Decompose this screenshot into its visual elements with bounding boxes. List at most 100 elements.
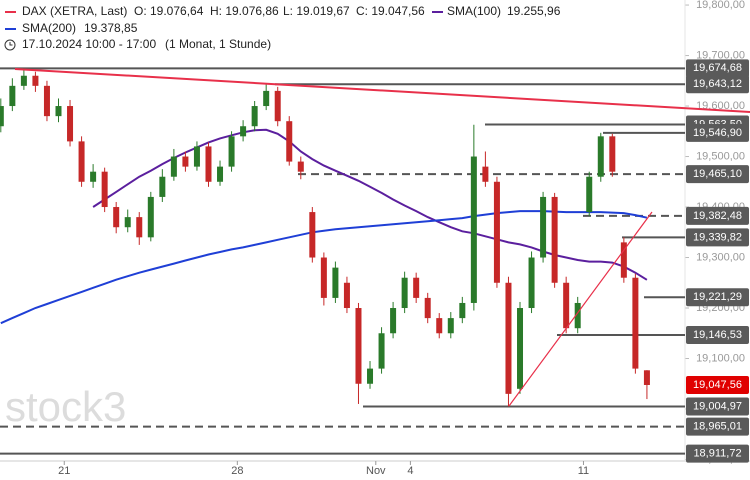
candle-body <box>355 308 362 384</box>
candle-body <box>378 333 385 369</box>
level-label-box <box>686 75 749 94</box>
candle-body <box>320 257 327 298</box>
candle-body <box>343 282 350 309</box>
candle-body <box>170 156 177 177</box>
candle-body <box>517 308 524 389</box>
level-label: 19,382,48 <box>693 210 742 222</box>
candle-body <box>193 146 200 167</box>
candle-body <box>240 126 247 137</box>
candle-body <box>297 161 304 172</box>
x-tick-label: Nov <box>366 465 386 477</box>
level-label-box <box>686 288 749 307</box>
level-label: 19,546,90 <box>693 127 742 139</box>
candle-body <box>551 196 558 283</box>
clock-icon <box>4 39 16 51</box>
candle-body <box>113 207 120 228</box>
level-label-box <box>686 123 749 142</box>
candle-body <box>597 136 604 177</box>
candle-body <box>470 156 477 303</box>
candle-body <box>586 176 593 213</box>
candle-body <box>274 90 281 122</box>
level-label: 19,004,97 <box>693 400 742 412</box>
level-label-box <box>686 444 749 463</box>
level-label: 18,911,72 <box>693 447 741 459</box>
candle-body <box>632 277 639 369</box>
x-tick-label: 4 <box>407 465 413 477</box>
price-label-box <box>686 375 749 394</box>
candle-body <box>263 90 270 107</box>
x-tick-label: 21 <box>58 465 70 477</box>
header-low: L: 19.019,67 <box>283 4 350 18</box>
candle-body <box>332 267 339 298</box>
candle-body <box>643 370 650 385</box>
candle-body <box>147 196 154 238</box>
candle-body <box>482 166 489 182</box>
y-tick-label: 19,300,00 <box>696 251 745 263</box>
price-label: 19,047,56 <box>693 379 742 391</box>
x-tick-label: 11 <box>578 465 589 477</box>
level-label: 19,339,82 <box>693 231 742 243</box>
header-high: H: 19.076,86 <box>210 4 279 18</box>
candle-body <box>205 146 212 182</box>
candle-body <box>540 196 547 258</box>
header-symbol: DAX (XETRA, Last) <box>22 4 127 18</box>
level-label-box <box>686 165 749 184</box>
x-tick-label: 28 <box>231 465 243 477</box>
header: DAX (XETRA, Last) O: 19.076,64 H: 19.076… <box>4 4 561 51</box>
candle-body <box>620 242 627 278</box>
watermark: stock3 <box>5 383 126 430</box>
candle-body <box>55 106 62 117</box>
candle-body <box>286 121 293 162</box>
candle-body <box>436 318 443 334</box>
y-tick-label: 19,800,00 <box>696 0 745 11</box>
candle-body <box>32 75 39 86</box>
candle-body <box>182 156 189 167</box>
candle-body <box>9 85 16 107</box>
candle-body <box>228 136 235 167</box>
header-interval: (1 Monat, 1 Stunde) <box>165 37 271 51</box>
y-tick-label: 19,700,00 <box>696 49 745 61</box>
candle-body <box>563 282 570 329</box>
candle-body <box>78 141 85 182</box>
candle-body <box>136 217 143 238</box>
candle-body <box>459 302 466 319</box>
candle-body <box>251 106 258 127</box>
level-label-box <box>686 206 749 225</box>
candle-body <box>159 176 166 197</box>
header-close: C: 19.047,56 <box>356 4 425 18</box>
clock-hand <box>9 42 13 46</box>
candle-body <box>447 318 454 334</box>
header-open: O: 19.076,64 <box>134 4 204 18</box>
level-label-box <box>686 326 749 345</box>
y-tick-label: 19,100,00 <box>696 352 745 364</box>
level-label: 19,146,53 <box>693 329 742 341</box>
candle-body <box>43 85 50 117</box>
candle-body <box>101 171 108 208</box>
level-label: 19,674,68 <box>693 62 742 74</box>
candle-body <box>390 308 397 334</box>
candle-body <box>367 368 374 384</box>
trendline <box>508 211 653 407</box>
candle-body <box>124 217 131 228</box>
y-tick-label: 19,500,00 <box>696 150 745 162</box>
header-period: 17.10.2024 10:00 - 17:00 <box>22 37 156 51</box>
level-labels: 19,674,6819,643,1219,563,5019,546,9019,4… <box>686 59 749 463</box>
level-label-box <box>686 417 749 436</box>
legend-name: SMA(100) <box>447 4 501 18</box>
candle-body <box>217 166 224 182</box>
candle-body <box>609 136 616 172</box>
level-label: 19,465,10 <box>693 168 742 180</box>
level-label: 19,221,29 <box>693 291 742 303</box>
sma-line <box>0 210 648 325</box>
candle-body <box>413 277 420 298</box>
candle-body <box>90 171 97 182</box>
level-label: 18,965,01 <box>693 421 742 433</box>
candle-body <box>309 212 316 258</box>
legend-value: 19.378,85 <box>84 21 138 35</box>
legend-name: SMA(200) <box>22 21 76 35</box>
candle-body <box>574 302 581 329</box>
candle-body <box>528 257 535 309</box>
level-label-box <box>686 397 749 416</box>
